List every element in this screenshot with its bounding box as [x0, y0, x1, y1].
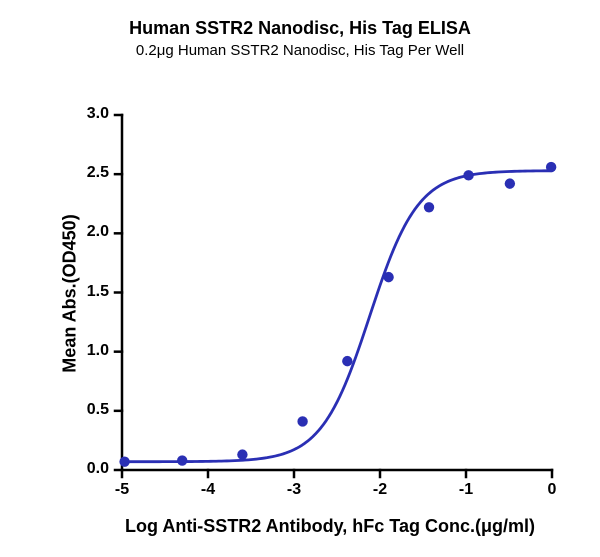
data-point — [505, 178, 515, 188]
y-tick-label: 2.5 — [75, 164, 109, 182]
y-tick-label: 2.0 — [75, 223, 109, 241]
data-point — [119, 457, 129, 467]
data-point — [424, 202, 434, 212]
y-tick-label: 0.0 — [75, 460, 109, 478]
data-point — [546, 162, 556, 172]
x-tick-label: -3 — [274, 481, 314, 499]
x-tick-label: -4 — [188, 481, 228, 499]
y-tick-label: 0.5 — [75, 401, 109, 419]
y-tick-label: 3.0 — [75, 105, 109, 123]
fit-curve — [122, 171, 552, 462]
data-point — [237, 449, 247, 459]
y-tick-label: 1.0 — [75, 342, 109, 360]
data-point — [297, 416, 307, 426]
x-tick-label: -5 — [102, 481, 142, 499]
x-tick-label: 0 — [532, 481, 572, 499]
data-point — [383, 272, 393, 282]
data-point — [463, 170, 473, 180]
data-point — [342, 356, 352, 366]
x-tick-label: -2 — [360, 481, 400, 499]
data-point — [177, 455, 187, 465]
y-tick-label: 1.5 — [75, 283, 109, 301]
x-tick-label: -1 — [446, 481, 486, 499]
